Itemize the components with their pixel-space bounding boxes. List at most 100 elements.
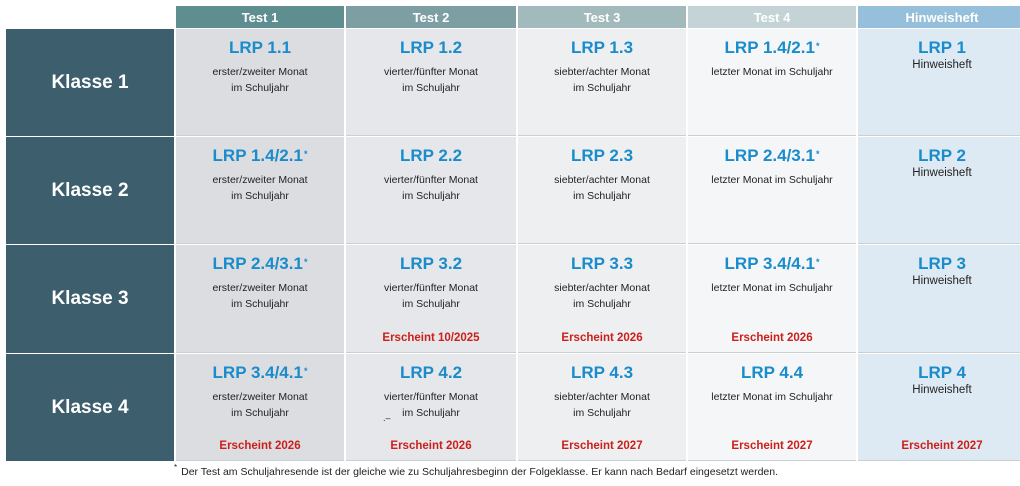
timing-description: letzter Monat im Schuljahr xyxy=(688,280,856,296)
test-code: LRP 1 xyxy=(858,38,1020,58)
timing-description: vierter/fünfter Monat im Schuljahr xyxy=(346,172,516,204)
test-code: LRP 1.1 xyxy=(176,38,344,58)
test-code: LRP 1.4/2.1* xyxy=(176,146,344,166)
timing-description: erster/zweiter Monat im Schuljahr xyxy=(176,389,344,421)
table-cell: LRP 3.2 vierter/fünfter Monat im Schuljahr… xyxy=(346,245,516,353)
timing-line-1: vierter/fünfter Monat xyxy=(384,66,478,78)
timing-line-2: im Schuljahr xyxy=(231,82,289,94)
table-cell: LRP 2.2 vierter/fünfter Monat im Schuljahr xyxy=(346,137,516,244)
test-code: LRP 4 xyxy=(858,363,1020,383)
timing-line-1: siebter/achter Monat xyxy=(554,391,650,403)
release-note: Erscheint 2026 xyxy=(561,332,643,344)
footnote: * Der Test am Schuljahresende ist der gle… xyxy=(174,463,779,478)
table-cell: LRP 2.4/3.1* letzter Monat im Schuljahr xyxy=(688,137,856,244)
table-cell: LRP 1.4/2.1* letzter Monat im Schuljahr xyxy=(688,29,856,136)
timing-line-1: siebter/achter Monat xyxy=(554,174,650,186)
timing-line-1: letzter Monat im Schuljahr xyxy=(711,66,833,78)
test-code-text: LRP 3.3 xyxy=(570,254,634,273)
timing-line-2: im Schuljahr xyxy=(573,190,631,202)
release-note: Erscheint 2027 xyxy=(901,440,983,452)
test-code: LRP 2 xyxy=(858,146,1020,166)
timing-line-2: im Schuljahr xyxy=(573,407,631,419)
timing-description: siebter/achter Monat im Schuljahr xyxy=(518,280,686,312)
hinweisheft-label: Hinweisheft xyxy=(912,384,972,396)
footnote-star-marker: * xyxy=(303,366,308,376)
table-cell: LRP 4.4 letzter Monat im Schuljahr Erschei… xyxy=(688,354,856,461)
test-code: LRP 3 xyxy=(858,254,1020,274)
test-code-text: LRP 1.3 xyxy=(570,38,634,57)
table-corner xyxy=(6,6,174,28)
test-code: LRP 2.4/3.1* xyxy=(688,146,856,166)
footnote-star-marker: * xyxy=(815,41,820,51)
timing-line-2: im Schuljahr xyxy=(231,190,289,202)
test-code: LRP 2.3 xyxy=(518,146,686,166)
test-code-text: LRP 3.4/4.1 xyxy=(212,363,303,382)
row-header-klasse-1: Klasse 1 xyxy=(6,29,174,136)
timing-line-2: im Schuljahr xyxy=(402,82,460,94)
timing-line-2: im Schuljahr xyxy=(231,407,289,419)
footnote-star-marker: * xyxy=(815,149,820,159)
timing-line-1: erster/zweiter Monat xyxy=(212,174,308,186)
hinweisheft-label: Hinweisheft xyxy=(912,167,972,179)
test-code-text: LRP 1.2 xyxy=(399,38,463,57)
timing-line-2: im Schuljahr xyxy=(402,190,460,202)
release-note: Erscheint 2026 xyxy=(219,440,301,452)
timing-line-1: erster/zweiter Monat xyxy=(212,391,308,403)
release-note: Erscheint 2027 xyxy=(561,440,643,452)
release-note: Erscheint 2026 xyxy=(390,440,472,452)
table-cell: LRP 4.3 siebter/achter Monat im Schuljahr E… xyxy=(518,354,686,461)
timing-description: erster/zweiter Monat im Schuljahr xyxy=(176,280,344,312)
timing-line-2: im Schuljahr xyxy=(231,298,289,310)
table-cell: LRP 4.2 vierter/fünfter Monat im Schuljahr… xyxy=(346,354,516,461)
timing-description: letzter Monat im Schuljahr xyxy=(688,172,856,188)
test-code-text: LRP 4.3 xyxy=(570,363,634,382)
test-code-text: LRP 2.4/3.1 xyxy=(212,254,303,273)
table-cell: LRP 3.4/4.1* erster/zweiter Monat im Schul… xyxy=(176,354,344,461)
timing-line-1: letzter Monat im Schuljahr xyxy=(711,174,833,186)
timing-line-1: erster/zweiter Monat xyxy=(212,66,308,78)
test-code-text: LRP 2.4/3.1 xyxy=(724,146,815,165)
timing-description: vierter/fünfter Monat im Schuljahr xyxy=(346,389,516,421)
stray-mark: .– xyxy=(383,413,391,423)
column-header-test-2: Test 2 xyxy=(346,6,516,28)
table-cell: LRP 1.1 erster/zweiter Monat im Schuljahr xyxy=(176,29,344,136)
test-code-text: LRP 2.2 xyxy=(399,146,463,165)
test-code: LRP 2.2 xyxy=(346,146,516,166)
timing-line-1: siebter/achter Monat xyxy=(554,66,650,78)
timing-line-2: im Schuljahr xyxy=(402,407,460,419)
test-code-text: LRP 1 xyxy=(918,38,966,57)
timing-line-2: im Schuljahr xyxy=(573,82,631,94)
test-code-text: LRP 4.4 xyxy=(740,363,804,382)
test-code: LRP 4.4 xyxy=(688,363,856,383)
table-cell: LRP 3.4/4.1* letzter Monat im Schuljahr Er… xyxy=(688,245,856,353)
test-code: LRP 3.4/4.1* xyxy=(176,363,344,383)
release-note: Erscheint 2027 xyxy=(731,440,813,452)
timing-description: vierter/fünfter Monat im Schuljahr xyxy=(346,280,516,312)
footnote-star-marker: * xyxy=(303,149,308,159)
test-code-text: LRP 4 xyxy=(918,363,966,382)
timing-description: erster/zweiter Monat im Schuljahr xyxy=(176,172,344,204)
column-header-test-1: Test 1 xyxy=(176,6,344,28)
test-code-text: LRP 2.3 xyxy=(570,146,634,165)
footnote-star: * xyxy=(174,463,178,472)
timing-description: siebter/achter Monat im Schuljahr xyxy=(518,389,686,421)
column-header-hinweisheft: Hinweisheft xyxy=(858,6,1020,28)
row-header-klasse-4: Klasse 4 xyxy=(6,354,174,461)
footnote-star-marker: * xyxy=(815,257,820,267)
timing-line-2: im Schuljahr xyxy=(573,298,631,310)
timing-line-1: vierter/fünfter Monat xyxy=(384,391,478,403)
timing-description: siebter/achter Monat im Schuljahr xyxy=(518,172,686,204)
test-code: LRP 4.2 xyxy=(346,363,516,383)
timing-description: letzter Monat im Schuljahr xyxy=(688,389,856,405)
lrp-overview-table: Test 1 Test 2 Test 3 Test 4 Hinweisheft … xyxy=(6,6,1020,461)
test-code-text: LRP 1.4/2.1 xyxy=(724,38,815,57)
table-cell: LRP 1.3 siebter/achter Monat im Schuljahr xyxy=(518,29,686,136)
test-code-text: LRP 3.2 xyxy=(399,254,463,273)
test-code-text: LRP 1.1 xyxy=(228,38,292,57)
timing-line-1: letzter Monat im Schuljahr xyxy=(711,282,833,294)
timing-line-1: letzter Monat im Schuljahr xyxy=(711,391,833,403)
timing-description: letzter Monat im Schuljahr xyxy=(688,64,856,80)
table-cell: LRP 2.3 siebter/achter Monat im Schuljahr xyxy=(518,137,686,244)
footnote-text: Der Test am Schuljahresende ist der glei… xyxy=(181,466,779,478)
test-code-text: LRP 1.4/2.1 xyxy=(212,146,303,165)
